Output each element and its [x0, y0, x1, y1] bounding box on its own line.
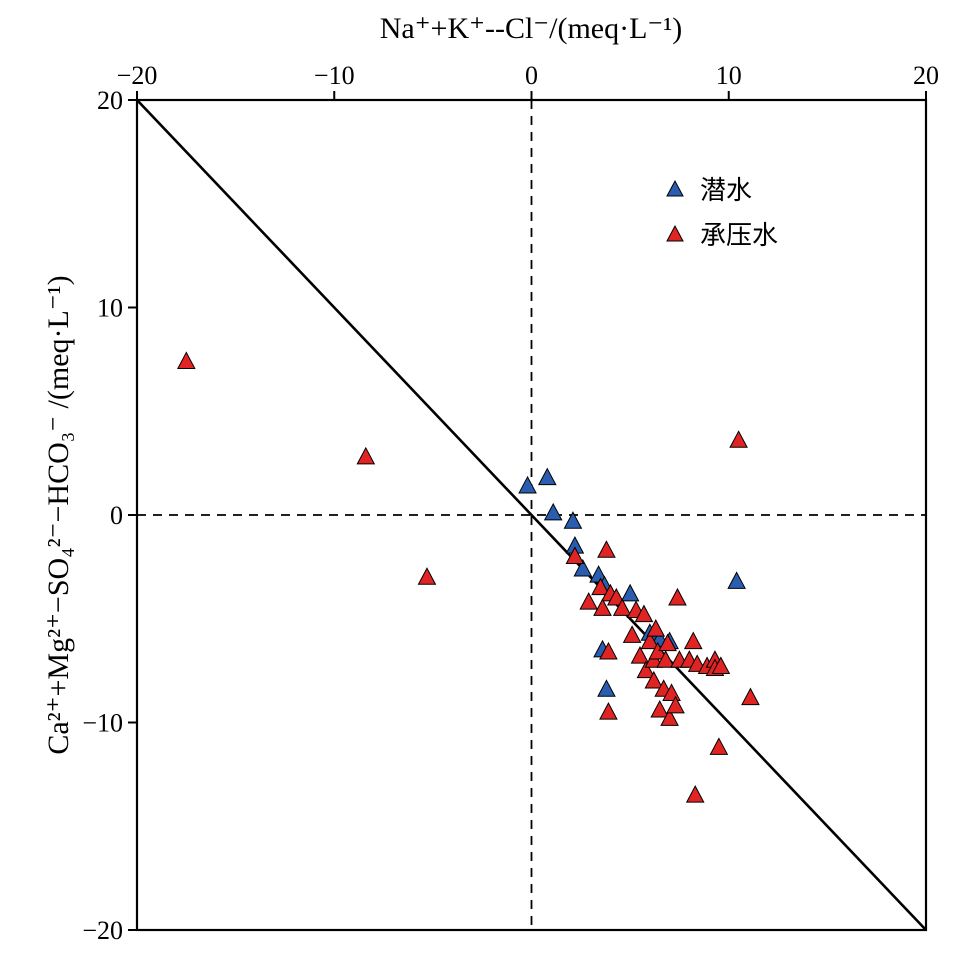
point-confined	[668, 587, 687, 606]
y-tick-label: −10	[82, 709, 123, 738]
x-tick-label: 0	[525, 61, 538, 90]
point-confined	[741, 687, 760, 706]
point-confined	[630, 646, 650, 664]
point-confined	[683, 631, 703, 650]
point-confined	[644, 670, 664, 689]
legend-marker-unconfined	[666, 179, 684, 197]
y-axis-label: Ca²⁺+Mg²⁺−SO₄²⁻−HCO₃⁻ /(meq·L⁻¹)	[42, 275, 75, 754]
point-unconfined	[573, 558, 593, 577]
point-confined	[599, 641, 618, 660]
point-unconfined	[543, 502, 563, 521]
point-unconfined	[597, 679, 616, 697]
point-confined	[636, 660, 656, 679]
y-tick-label: 20	[97, 86, 123, 115]
point-unconfined	[727, 571, 746, 589]
y-tick-label: 10	[97, 294, 123, 323]
reference-line	[136, 99, 927, 931]
point-confined	[658, 633, 677, 652]
x-tick-label: −20	[117, 61, 158, 90]
point-confined	[591, 577, 610, 596]
point-unconfined	[518, 475, 537, 494]
data-points	[176, 351, 760, 803]
point-confined	[176, 351, 196, 369]
point-confined	[622, 625, 642, 643]
point-confined	[666, 695, 685, 714]
point-unconfined	[563, 511, 583, 529]
point-confined	[650, 699, 670, 718]
point-confined	[565, 546, 585, 564]
point-confined	[634, 604, 654, 623]
point-confined	[606, 587, 626, 606]
point-confined	[656, 650, 675, 668]
point-confined	[640, 631, 660, 650]
point-confined	[660, 708, 679, 726]
point-confined	[729, 430, 748, 448]
point-confined	[709, 737, 729, 755]
x-tick-label: −10	[314, 61, 355, 90]
point-confined	[356, 446, 376, 465]
x-axis-label: Na⁺+K⁺--Cl⁻/(meq·L⁻¹)	[380, 12, 683, 45]
point-confined	[593, 598, 612, 616]
point-confined	[599, 702, 618, 720]
point-confined	[711, 656, 731, 674]
y-tick-label: −20	[82, 916, 123, 945]
x-tick-label: 10	[716, 61, 742, 90]
legend-marker-confined	[666, 224, 684, 242]
point-confined	[685, 785, 705, 803]
legend-label-unconfined: 潜水	[700, 176, 752, 206]
point-confined	[579, 592, 599, 610]
legend-label-confined: 承压水	[700, 221, 778, 251]
zero-lines	[137, 100, 926, 930]
point-unconfined	[620, 583, 640, 602]
x-tick-label: 20	[913, 61, 939, 90]
axis-ticks: −20 −10 0 10 20 20 10 0 −10 −20	[82, 61, 939, 945]
reference-line-group	[136, 99, 927, 931]
point-confined	[597, 540, 616, 558]
point-confined	[417, 567, 437, 585]
legend: 潜水 承压水	[666, 176, 778, 251]
y-tick-label: 0	[110, 501, 123, 530]
point-unconfined	[537, 467, 557, 486]
point-confined	[612, 598, 632, 616]
point-confined	[646, 619, 666, 637]
